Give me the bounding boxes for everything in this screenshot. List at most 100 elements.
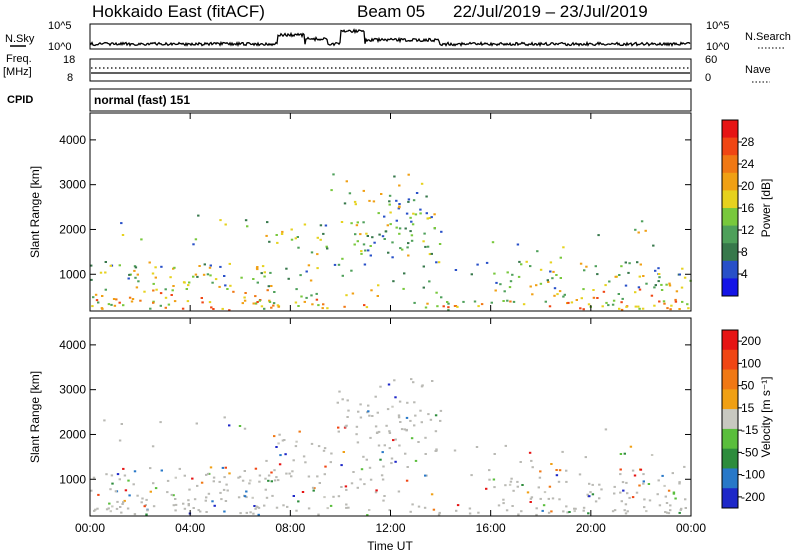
- scatter-cell: [295, 440, 298, 443]
- scatter-cell: [319, 238, 322, 241]
- scatter-cell: [152, 282, 155, 285]
- scatter-cell: [186, 300, 190, 303]
- scatter-cell: [309, 279, 313, 282]
- scatter-cell: [388, 509, 391, 512]
- scatter-cell: [555, 274, 558, 276]
- scatter-cell: [383, 215, 386, 218]
- scatter-cell: [120, 423, 123, 425]
- scatter-cell: [628, 262, 631, 265]
- scatter-cell: [667, 512, 671, 515]
- scatter-cell: [681, 300, 684, 303]
- y-tick-label: 3000: [59, 178, 86, 192]
- freq-unit: [MHz]: [3, 66, 32, 78]
- nave-label: Nave: [745, 64, 771, 76]
- scatter-cell: [485, 261, 489, 264]
- scatter-cell: [425, 474, 428, 477]
- scatter-cell: [365, 306, 369, 309]
- scatter-cell: [580, 297, 583, 300]
- scatter-cell: [547, 281, 550, 283]
- scatter-cell: [294, 445, 298, 448]
- scatter-cell: [324, 224, 328, 227]
- scatter-cell: [152, 505, 156, 508]
- scatter-cell: [428, 253, 432, 256]
- scatter-cell: [210, 306, 213, 309]
- scatter-cell: [207, 492, 211, 495]
- scatter-cell: [555, 469, 558, 471]
- scatter-cell: [620, 301, 623, 304]
- scatter-cell: [586, 493, 589, 496]
- scatter-cell: [398, 184, 401, 187]
- scatter-cell: [280, 233, 284, 235]
- scatter-cell: [368, 466, 372, 469]
- scatter-cell: [678, 481, 681, 484]
- colorbar-segment: [722, 155, 738, 174]
- scatter-cell: [509, 280, 513, 283]
- scatter-cell: [438, 511, 441, 514]
- scatter-cell: [393, 175, 396, 178]
- scatter-cell: [658, 273, 661, 275]
- scatter-cell: [506, 299, 509, 302]
- scatter-cell: [258, 299, 261, 302]
- y-tick-label: 4000: [59, 338, 86, 352]
- scatter-cell: [359, 403, 362, 406]
- scatter-cell: [305, 270, 308, 273]
- scatter-cell: [399, 421, 402, 423]
- scatter-cell: [537, 486, 540, 489]
- scatter-cell: [369, 478, 373, 481]
- scatter-cell: [570, 301, 574, 304]
- scatter-cell: [551, 277, 554, 280]
- scatter-cell: [654, 269, 657, 272]
- scatter-cell: [187, 503, 190, 505]
- scatter-cell: [608, 280, 611, 283]
- y-tick-label: 3000: [59, 383, 86, 397]
- scatter-cell: [337, 495, 341, 498]
- scatter-cell: [133, 265, 137, 268]
- scatter-cell: [476, 263, 479, 266]
- scatter-cell: [185, 288, 188, 290]
- scatter-cell: [582, 308, 585, 311]
- scatter-cell: [265, 459, 268, 462]
- scatter-cell: [400, 428, 404, 431]
- scatter-cell: [419, 212, 422, 215]
- scatter-cell: [549, 270, 552, 273]
- scatter-cell: [585, 265, 588, 268]
- scatter-cell: [406, 401, 409, 404]
- scatter-cell: [144, 504, 147, 507]
- scatter-cell: [531, 293, 534, 296]
- scatter-cell: [92, 296, 95, 299]
- scatter-cell: [403, 272, 406, 275]
- scatter-cell: [224, 500, 228, 502]
- scatter-cell: [278, 463, 282, 466]
- scatter-cell: [539, 470, 542, 473]
- scatter-cell: [376, 295, 379, 297]
- scatter-cell: [674, 298, 677, 301]
- scatter-cell: [172, 494, 175, 497]
- scatter-cell: [405, 428, 408, 431]
- scatter-cell: [112, 298, 116, 300]
- scatter-cell: [413, 424, 416, 427]
- scatter-cell: [526, 491, 530, 494]
- scatter-cell: [397, 416, 401, 419]
- scatter-cell: [563, 293, 566, 296]
- scatter-cell: [669, 504, 672, 507]
- scatter-cell: [423, 232, 426, 235]
- scatter-cell: [379, 385, 382, 388]
- scatter-cell: [660, 283, 663, 286]
- noise-trace: [89, 28, 691, 48]
- scatter-cell: [254, 302, 258, 305]
- scatter-cell: [589, 491, 592, 494]
- scatter-cell: [429, 418, 433, 421]
- scatter-cell: [549, 261, 553, 264]
- noise-line: [89, 28, 691, 48]
- scatter-cell: [412, 212, 415, 215]
- scatter-cell: [192, 507, 195, 509]
- freq-tick-bottom: 8: [67, 72, 73, 84]
- scatter-cell: [146, 509, 149, 512]
- scatter-cell: [438, 243, 442, 245]
- scatter-cell: [164, 288, 167, 291]
- colorbar-segment: [722, 278, 738, 297]
- scatter-cell: [211, 500, 214, 503]
- scatter-cell: [376, 411, 379, 414]
- scatter-cell: [665, 511, 669, 514]
- scatter-cell: [387, 251, 390, 254]
